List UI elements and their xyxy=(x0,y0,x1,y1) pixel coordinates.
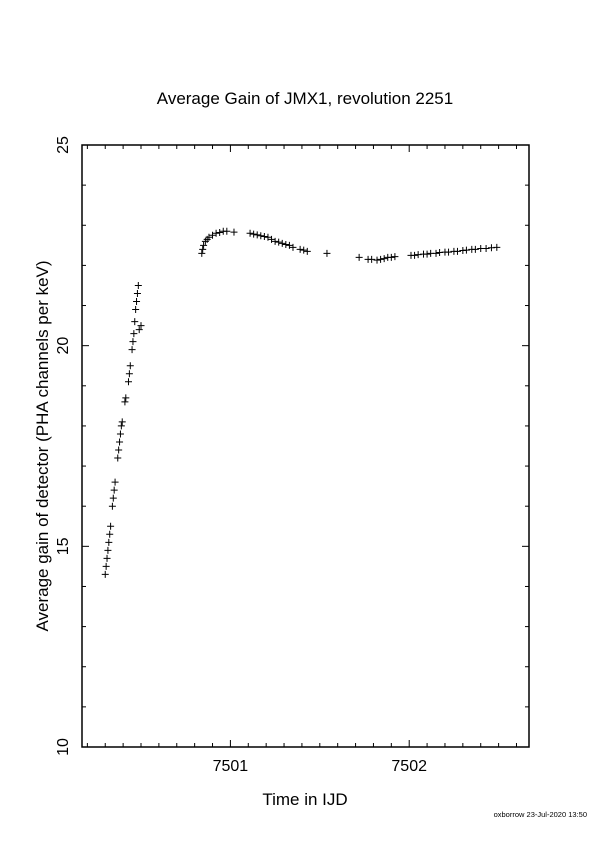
data-points xyxy=(101,227,501,578)
data-point xyxy=(111,478,119,486)
data-point xyxy=(391,253,399,261)
data-point xyxy=(124,378,132,386)
data-point xyxy=(278,239,286,247)
data-point xyxy=(115,446,123,454)
data-point xyxy=(116,438,124,446)
data-point xyxy=(462,246,470,254)
data-point xyxy=(133,298,141,306)
data-point xyxy=(114,454,122,462)
data-point xyxy=(134,281,142,289)
chart-title: Average Gain of JMX1, revolution 2251 xyxy=(157,89,453,108)
data-point xyxy=(377,255,385,263)
y-axis-label: Average gain of detector (PHA channels p… xyxy=(33,260,52,631)
data-point xyxy=(368,255,376,263)
data-point xyxy=(128,346,136,354)
data-point xyxy=(130,330,138,338)
data-point xyxy=(411,251,419,259)
data-point xyxy=(133,289,141,297)
y-tick-label: 15 xyxy=(55,537,72,555)
data-point xyxy=(106,530,114,538)
data-point xyxy=(250,230,258,238)
data-point xyxy=(445,248,453,256)
data-point xyxy=(200,241,208,249)
data-point xyxy=(125,370,133,378)
x-axis-label: Time in IJD xyxy=(262,790,347,809)
x-tick-labels: 7501 7502 xyxy=(213,758,427,775)
data-point xyxy=(246,229,254,237)
data-point xyxy=(432,249,440,257)
data-point xyxy=(230,228,238,236)
data-point xyxy=(275,238,283,246)
data-point xyxy=(126,362,134,370)
data-point xyxy=(453,247,461,255)
y-tick-labels: 10 15 20 25 xyxy=(55,136,72,756)
data-point xyxy=(285,241,293,249)
data-point xyxy=(253,231,261,239)
data-point xyxy=(282,241,290,249)
data-point xyxy=(103,554,111,562)
data-point xyxy=(102,562,110,570)
data-point xyxy=(380,255,388,263)
data-point xyxy=(471,245,479,253)
data-point xyxy=(116,430,124,438)
data-point xyxy=(122,394,130,402)
data-point xyxy=(260,233,268,241)
y-tick-label: 25 xyxy=(55,136,72,154)
data-point xyxy=(355,253,363,261)
data-point xyxy=(268,235,276,243)
data-point xyxy=(117,422,125,430)
data-point xyxy=(101,570,109,578)
data-point xyxy=(107,522,115,530)
data-point xyxy=(137,322,145,330)
y-tick-label: 10 xyxy=(55,738,72,756)
data-point xyxy=(121,398,129,406)
data-point xyxy=(387,253,395,261)
data-point xyxy=(216,228,224,236)
data-point xyxy=(118,418,126,426)
data-point xyxy=(205,233,213,241)
data-point xyxy=(323,249,331,257)
data-point xyxy=(104,546,112,554)
data-point xyxy=(198,249,206,257)
data-point xyxy=(289,243,297,251)
data-point xyxy=(300,246,308,254)
data-point xyxy=(303,247,311,255)
data-point xyxy=(131,318,139,326)
data-point xyxy=(257,232,265,240)
data-point xyxy=(109,494,117,502)
data-point xyxy=(212,229,220,237)
plot-frame xyxy=(81,144,530,748)
data-point xyxy=(264,233,272,241)
data-point xyxy=(209,231,217,239)
data-point xyxy=(110,486,118,494)
axis-ticks xyxy=(82,144,529,748)
data-point xyxy=(199,245,207,253)
data-point xyxy=(296,245,304,253)
x-tick-label: 7502 xyxy=(391,758,427,775)
data-point xyxy=(108,502,116,510)
x-tick-label: 7501 xyxy=(213,758,249,775)
data-point xyxy=(271,237,279,245)
data-point xyxy=(105,538,113,546)
data-point xyxy=(223,227,231,235)
data-point xyxy=(373,256,381,264)
data-point xyxy=(423,250,431,258)
data-point xyxy=(129,338,137,346)
y-tick-label: 20 xyxy=(55,337,72,355)
data-point xyxy=(135,326,143,334)
footer-stamp: oxborrow 23-Jul-2020 13:50 xyxy=(494,810,587,819)
data-point xyxy=(132,306,140,314)
data-point xyxy=(493,243,501,251)
data-point xyxy=(482,245,490,253)
